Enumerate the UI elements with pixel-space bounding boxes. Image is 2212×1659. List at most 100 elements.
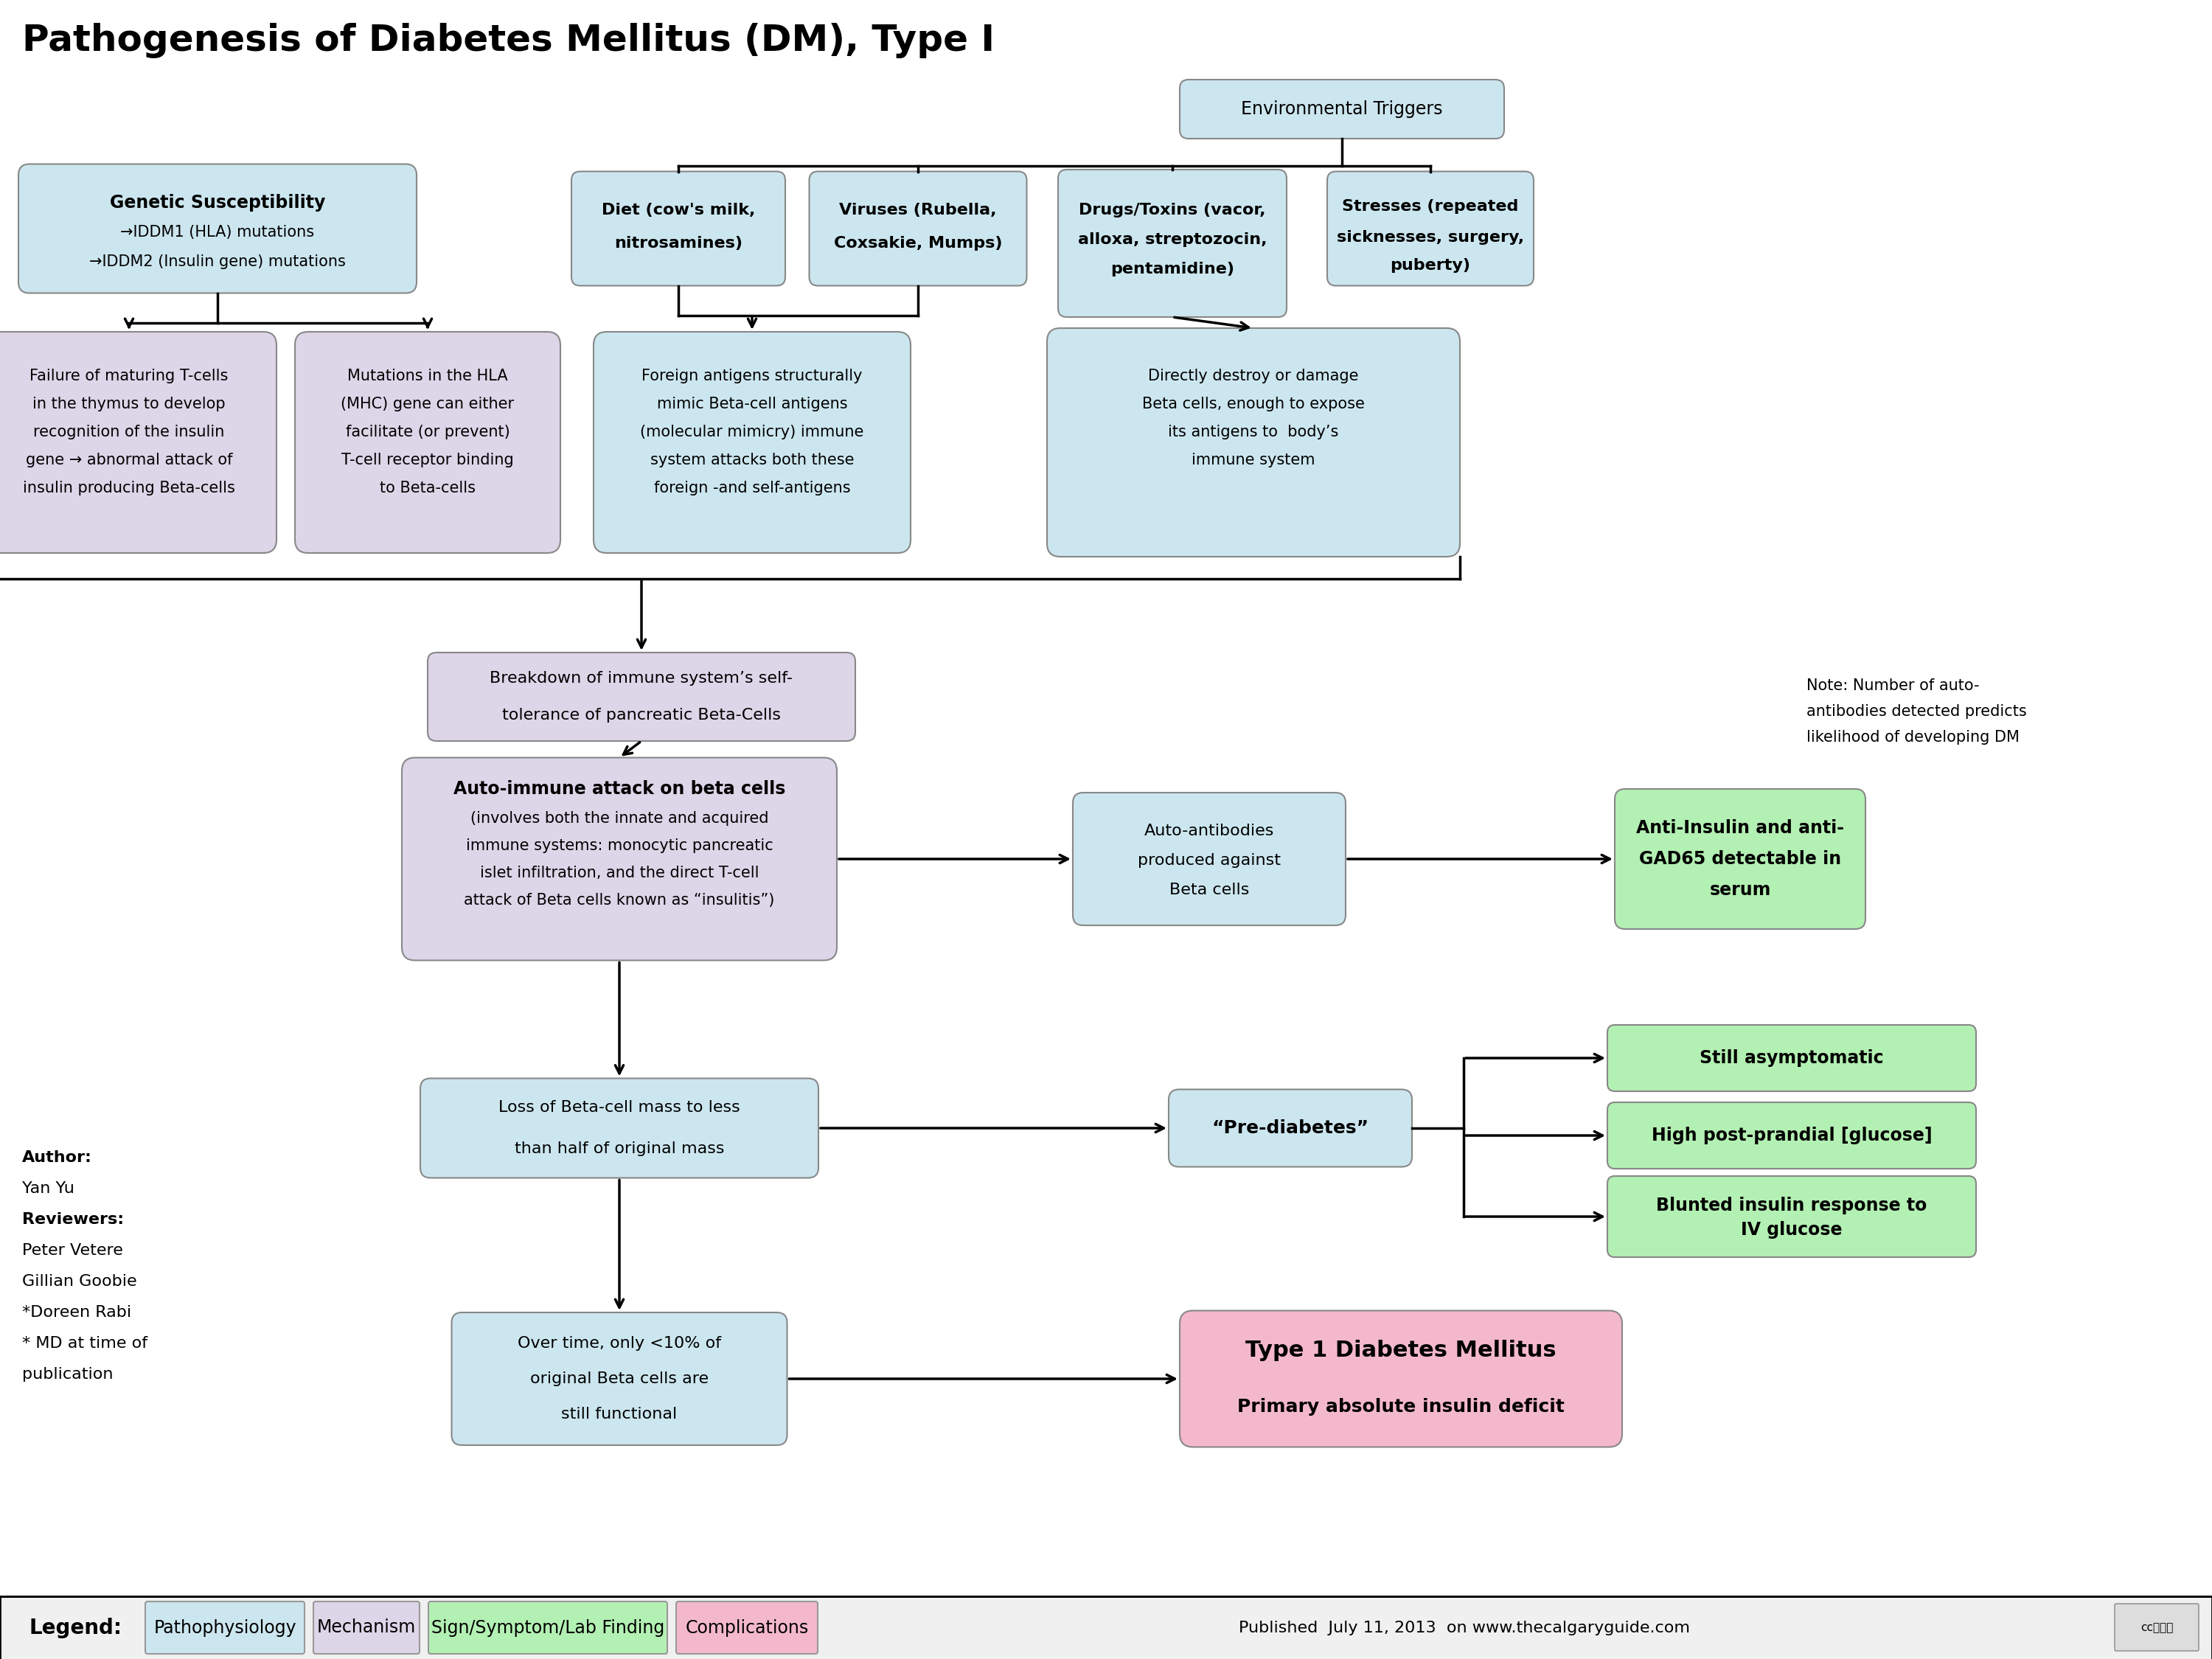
Text: Complications: Complications xyxy=(686,1619,810,1636)
Text: Coxsakie, Mumps): Coxsakie, Mumps) xyxy=(834,236,1002,251)
FancyBboxPatch shape xyxy=(0,332,276,552)
FancyBboxPatch shape xyxy=(677,1601,818,1654)
Text: Viruses (Rubella,: Viruses (Rubella, xyxy=(838,202,998,217)
Text: “Pre-diabetes”: “Pre-diabetes” xyxy=(1212,1120,1369,1136)
Text: sicknesses, surgery,: sicknesses, surgery, xyxy=(1336,231,1524,246)
Text: than half of original mass: than half of original mass xyxy=(515,1141,723,1156)
Text: (MHC) gene can either: (MHC) gene can either xyxy=(341,397,515,411)
FancyBboxPatch shape xyxy=(1046,328,1460,557)
FancyBboxPatch shape xyxy=(810,171,1026,285)
Text: High post-prandial [glucose]: High post-prandial [glucose] xyxy=(1652,1126,1931,1145)
Text: islet infiltration, and the direct T-cell: islet infiltration, and the direct T-cel… xyxy=(480,866,759,881)
Text: Pathophysiology: Pathophysiology xyxy=(153,1619,296,1636)
Text: Directly destroy or damage: Directly destroy or damage xyxy=(1148,368,1358,383)
Text: facilitate (or prevent): facilitate (or prevent) xyxy=(345,425,509,440)
FancyBboxPatch shape xyxy=(403,758,836,961)
Text: insulin producing Beta-cells: insulin producing Beta-cells xyxy=(22,481,234,496)
FancyBboxPatch shape xyxy=(1608,1102,1975,1168)
Text: (involves both the innate and acquired: (involves both the innate and acquired xyxy=(471,811,768,826)
Text: gene → abnormal attack of: gene → abnormal attack of xyxy=(27,453,232,468)
Text: Auto-immune attack on beta cells: Auto-immune attack on beta cells xyxy=(453,780,785,798)
FancyBboxPatch shape xyxy=(593,332,911,552)
Text: Still asymptomatic: Still asymptomatic xyxy=(1699,1048,1885,1067)
FancyBboxPatch shape xyxy=(1179,80,1504,139)
Text: to Beta-cells: to Beta-cells xyxy=(380,481,476,496)
Text: * MD at time of: * MD at time of xyxy=(22,1335,148,1350)
FancyBboxPatch shape xyxy=(427,652,856,742)
FancyBboxPatch shape xyxy=(1168,1090,1411,1166)
FancyBboxPatch shape xyxy=(294,332,560,552)
Text: Primary absolute insulin deficit: Primary absolute insulin deficit xyxy=(1237,1399,1564,1415)
Text: pentamidine): pentamidine) xyxy=(1110,262,1234,277)
Text: Genetic Susceptibility: Genetic Susceptibility xyxy=(111,194,325,212)
Text: Drugs/Toxins (vacor,: Drugs/Toxins (vacor, xyxy=(1079,202,1265,217)
Text: Pathogenesis of Diabetes Mellitus (DM), Type I: Pathogenesis of Diabetes Mellitus (DM), … xyxy=(22,23,995,58)
Text: Beta cells: Beta cells xyxy=(1170,883,1250,898)
Text: in the thymus to develop: in the thymus to develop xyxy=(33,397,226,411)
Text: produced against: produced against xyxy=(1137,853,1281,868)
Text: antibodies detected predicts: antibodies detected predicts xyxy=(1807,703,2026,718)
Text: Author:: Author: xyxy=(22,1150,93,1165)
Text: recognition of the insulin: recognition of the insulin xyxy=(33,425,226,440)
Text: Reviewers:: Reviewers: xyxy=(22,1213,124,1228)
Text: attack of Beta cells known as “insulitis”): attack of Beta cells known as “insulitis… xyxy=(465,893,774,907)
Text: *Doreen Rabi: *Doreen Rabi xyxy=(22,1306,131,1321)
Text: IV glucose: IV glucose xyxy=(1741,1221,1843,1239)
Text: GAD65 detectable in: GAD65 detectable in xyxy=(1639,849,1840,868)
FancyBboxPatch shape xyxy=(451,1312,787,1445)
Text: immune system: immune system xyxy=(1192,453,1316,468)
Text: Peter Vetere: Peter Vetere xyxy=(22,1243,124,1258)
Text: alloxa, streptozocin,: alloxa, streptozocin, xyxy=(1077,232,1267,247)
FancyBboxPatch shape xyxy=(1615,790,1865,929)
Text: publication: publication xyxy=(22,1367,113,1382)
Text: Note: Number of auto-: Note: Number of auto- xyxy=(1807,679,1980,693)
FancyBboxPatch shape xyxy=(2115,1604,2199,1651)
Text: Legend:: Legend: xyxy=(29,1618,122,1637)
Text: its antigens to  body’s: its antigens to body’s xyxy=(1168,425,1338,440)
Text: Gillian Goobie: Gillian Goobie xyxy=(22,1274,137,1289)
FancyBboxPatch shape xyxy=(314,1601,420,1654)
Text: Over time, only <10% of: Over time, only <10% of xyxy=(518,1335,721,1350)
FancyBboxPatch shape xyxy=(1073,793,1345,926)
Text: tolerance of pancreatic Beta-Cells: tolerance of pancreatic Beta-Cells xyxy=(502,708,781,723)
Text: nitrosamines): nitrosamines) xyxy=(615,236,743,251)
Text: Yan Yu: Yan Yu xyxy=(22,1181,75,1196)
Text: puberty): puberty) xyxy=(1389,259,1471,272)
FancyBboxPatch shape xyxy=(420,1078,818,1178)
Text: Failure of maturing T-cells: Failure of maturing T-cells xyxy=(29,368,228,383)
Text: serum: serum xyxy=(1710,881,1772,899)
Text: original Beta cells are: original Beta cells are xyxy=(531,1372,708,1387)
Text: Environmental Triggers: Environmental Triggers xyxy=(1241,100,1442,118)
FancyBboxPatch shape xyxy=(1608,1025,1975,1092)
Text: Published  July 11, 2013  on www.thecalgaryguide.com: Published July 11, 2013 on www.thecalgar… xyxy=(1239,1621,1690,1636)
Text: Beta cells, enough to expose: Beta cells, enough to expose xyxy=(1141,397,1365,411)
Text: T-cell receptor binding: T-cell receptor binding xyxy=(341,453,513,468)
Text: immune systems: monocytic pancreatic: immune systems: monocytic pancreatic xyxy=(467,838,772,853)
FancyBboxPatch shape xyxy=(1608,1176,1975,1258)
Text: still functional: still functional xyxy=(562,1407,677,1422)
Text: system attacks both these: system attacks both these xyxy=(650,453,854,468)
Text: Blunted insulin response to: Blunted insulin response to xyxy=(1657,1196,1927,1214)
Text: Mutations in the HLA: Mutations in the HLA xyxy=(347,368,509,383)
FancyBboxPatch shape xyxy=(1179,1311,1621,1447)
Text: foreign -and self-antigens: foreign -and self-antigens xyxy=(655,481,849,496)
Bar xyxy=(0,1596,2212,1659)
FancyBboxPatch shape xyxy=(1057,169,1287,317)
FancyBboxPatch shape xyxy=(1327,171,1533,285)
Text: Breakdown of immune system’s self-: Breakdown of immune system’s self- xyxy=(491,670,792,685)
Text: likelihood of developing DM: likelihood of developing DM xyxy=(1807,730,2020,745)
FancyBboxPatch shape xyxy=(571,171,785,285)
Text: Anti-Insulin and anti-: Anti-Insulin and anti- xyxy=(1637,820,1845,836)
Text: Sign/Symptom/Lab Finding: Sign/Symptom/Lab Finding xyxy=(431,1619,664,1636)
Text: mimic Beta-cell antigens: mimic Beta-cell antigens xyxy=(657,397,847,411)
Text: Auto-antibodies: Auto-antibodies xyxy=(1144,823,1274,838)
Text: →IDDM2 (Insulin gene) mutations: →IDDM2 (Insulin gene) mutations xyxy=(88,254,345,269)
Text: Foreign antigens structurally: Foreign antigens structurally xyxy=(641,368,863,383)
Text: Mechanism: Mechanism xyxy=(316,1619,416,1636)
Text: Stresses (repeated: Stresses (repeated xyxy=(1343,199,1520,214)
Text: Diet (cow's milk,: Diet (cow's milk, xyxy=(602,202,754,217)
Text: Type 1 Diabetes Mellitus: Type 1 Diabetes Mellitus xyxy=(1245,1340,1557,1362)
Text: Loss of Beta-cell mass to less: Loss of Beta-cell mass to less xyxy=(498,1100,741,1115)
FancyBboxPatch shape xyxy=(429,1601,668,1654)
Text: (molecular mimicry) immune: (molecular mimicry) immune xyxy=(639,425,865,440)
